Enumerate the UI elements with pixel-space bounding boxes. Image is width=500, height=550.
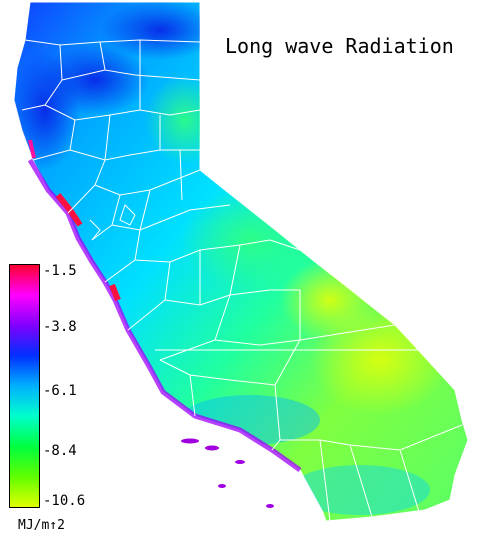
coast-edge bbox=[27, 158, 302, 473]
coast-hot-spot-north bbox=[28, 139, 36, 159]
legend-tick-label: -6.1 bbox=[43, 383, 77, 399]
legend-tick-label: -1.5 bbox=[43, 263, 77, 279]
legend-tick-label: -8.4 bbox=[43, 443, 77, 459]
coast-hot-spot-monterey bbox=[109, 283, 121, 302]
legend-tick-label: -10.6 bbox=[43, 493, 86, 509]
legend-color-bar bbox=[9, 264, 40, 508]
legend-tick-label: -3.8 bbox=[43, 319, 77, 335]
legend-unit-label: MJ/m↑2 bbox=[18, 518, 65, 533]
channel-islands bbox=[181, 438, 274, 508]
county-boundaries bbox=[21, 39, 465, 522]
coast-hot-spot-bay bbox=[55, 193, 83, 227]
map-title: Long wave Radiation bbox=[225, 34, 454, 58]
